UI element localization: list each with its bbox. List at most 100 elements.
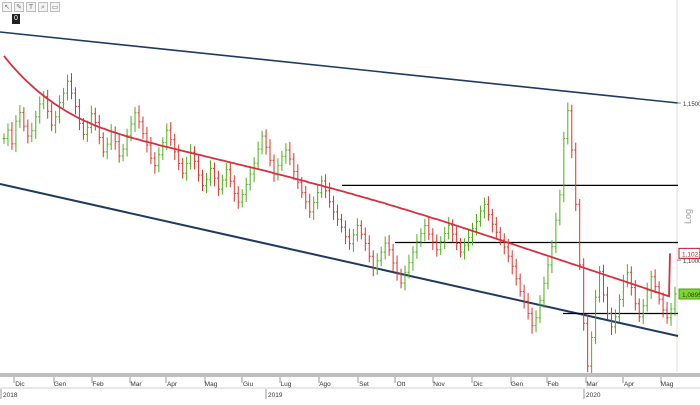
- ohlc-bar: [669, 302, 673, 326]
- ohlc-bar: [181, 158, 185, 179]
- ohlc-bar: [189, 144, 193, 170]
- ohlc-bar: [610, 307, 613, 336]
- rect-icon[interactable]: ▭: [50, 2, 60, 12]
- ohlc-bar: [467, 229, 470, 252]
- ohlc-bar: [74, 87, 77, 115]
- ohlc-bar: [256, 141, 260, 170]
- pencil-icon[interactable]: ✎: [14, 2, 24, 12]
- ohlc-bar: [177, 144, 181, 171]
- ohlc-bar: [542, 276, 546, 308]
- price-tag: [678, 247, 700, 259]
- x-tick-label: Nov: [433, 381, 445, 388]
- ohlc-bar: [606, 286, 609, 320]
- ohlc-bar: [14, 115, 18, 152]
- ohlc-bar: [502, 233, 506, 255]
- x-tick-label: Lug: [281, 381, 292, 388]
- ohlc-bar: [546, 256, 550, 290]
- ohlc-bar: [471, 222, 474, 246]
- ohlc-bar: [590, 331, 594, 375]
- ohlc-bar: [661, 292, 665, 318]
- log-scale-label: Log: [683, 208, 693, 224]
- ohlc-bar: [451, 219, 455, 243]
- ohlc-bar: [367, 235, 371, 263]
- ohlc-bar: [165, 123, 169, 150]
- ohlc-bar: [89, 105, 93, 134]
- ohlc-bar: [463, 238, 466, 260]
- text-icon[interactable]: T: [26, 2, 36, 12]
- ohlc-bar: [284, 143, 288, 164]
- ohlc-bar: [558, 189, 562, 226]
- ohlc-bar: [93, 107, 97, 131]
- ohlc-bar: [70, 73, 73, 100]
- ohlc-bar: [479, 205, 482, 227]
- x-tick-label: Gen: [511, 381, 524, 388]
- ohlc-bar: [359, 220, 363, 240]
- x-axis-strip: [0, 373, 700, 377]
- ohlc-bar: [637, 298, 641, 323]
- ohlc-bar: [157, 147, 161, 173]
- ohlc-bar: [459, 238, 462, 258]
- ohlc-bar: [153, 152, 157, 174]
- x-tick-label: Dic: [15, 381, 25, 388]
- ohlc-bar: [483, 197, 486, 219]
- ohlc-bar: [276, 158, 280, 181]
- x-tick-label: Mag: [205, 381, 218, 388]
- x-tick-label: Apr: [167, 381, 178, 388]
- ohlc-bar: [649, 270, 653, 299]
- ohlc-bar: [526, 293, 530, 320]
- ohlc-bar: [586, 315, 590, 373]
- ohlc-bar: [348, 228, 351, 250]
- ohlc-bar: [618, 294, 621, 323]
- trendline-lower: [0, 183, 679, 337]
- ohlc-bar: [228, 161, 232, 188]
- x-tick-label: Dic: [473, 381, 483, 388]
- ohlc-bar: [574, 142, 578, 212]
- price-tag: [678, 288, 700, 300]
- ohlc-bar: [673, 286, 677, 316]
- ohlc-bar: [375, 253, 379, 275]
- toolbar-badge[interactable]: 0: [12, 14, 20, 24]
- arrow-icon[interactable]: ↖: [2, 2, 12, 12]
- ohlc-bar: [268, 139, 272, 167]
- x-tick-label: Giu: [243, 381, 254, 388]
- ohlc-bar: [308, 193, 312, 218]
- ohlc-bar: [320, 175, 324, 198]
- x-tick-label: Gen: [54, 381, 67, 388]
- ohlc-bar: [105, 137, 109, 160]
- x-tick-label: Feb: [92, 381, 104, 388]
- moving-average-line: [3, 55, 671, 298]
- x-axis-area: [0, 373, 700, 400]
- ohlc-bar: [201, 169, 204, 192]
- ohlc-bar: [411, 246, 415, 271]
- x-tick-label: Mar: [586, 381, 598, 388]
- ohlc-bar: [431, 228, 435, 250]
- ohlc-bar: [439, 236, 443, 256]
- ohlc-bar: [217, 170, 220, 196]
- x-tick-label: Set: [359, 381, 369, 388]
- ohlc-bar: [193, 146, 196, 170]
- ohlc-bar: [272, 154, 276, 182]
- ohlc-bar: [340, 213, 343, 233]
- ohlc-bar: [594, 289, 597, 345]
- ohlc-bar: [6, 123, 10, 146]
- ohlc-bar: [18, 105, 22, 128]
- ohlc-bar: [494, 216, 498, 239]
- x-tick-label: Mag: [661, 381, 674, 388]
- ohlc-bar: [260, 130, 264, 155]
- ohlc-bar: [58, 95, 61, 124]
- magnify-icon[interactable]: ⌕: [38, 2, 48, 12]
- ohlc-bar: [224, 162, 228, 188]
- ohlc-bar: [534, 310, 538, 333]
- ohlc-bar: [121, 143, 125, 162]
- ohlc-bar: [161, 137, 165, 161]
- ohlc-bar: [522, 284, 526, 309]
- ohlc-bar: [22, 107, 26, 132]
- ohlc-bar: [403, 265, 407, 291]
- ohlc-bar: [101, 132, 105, 158]
- ohlc-bar: [447, 217, 451, 240]
- ohlc-bar: [141, 116, 145, 139]
- ohlc-bar: [665, 301, 669, 324]
- ohlc-bar: [653, 269, 657, 294]
